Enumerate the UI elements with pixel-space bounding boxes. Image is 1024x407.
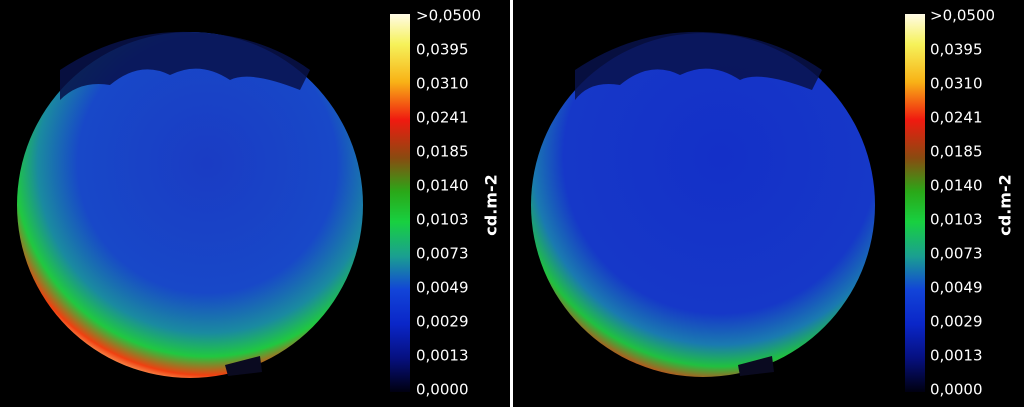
building-silhouette bbox=[738, 356, 774, 376]
divider bbox=[510, 0, 513, 407]
colorbar-label: 0,0185 bbox=[930, 143, 983, 161]
colorbar-label: 0,0185 bbox=[416, 143, 469, 161]
colorbar-label: 0,0000 bbox=[930, 381, 983, 399]
colorbar-label: 0,0000 bbox=[416, 381, 469, 399]
colorbar-label: 0,0029 bbox=[930, 313, 983, 331]
colorbar-label: 0,0395 bbox=[416, 41, 469, 59]
colorbar-label: 0,0310 bbox=[416, 75, 469, 93]
fisheye-image bbox=[531, 33, 875, 377]
colorbar-label: 0,0241 bbox=[930, 109, 983, 127]
tree-silhouette bbox=[60, 31, 310, 100]
colorbar-unit: cd.m-2 bbox=[996, 174, 1015, 235]
colorbar-label: 0,0073 bbox=[930, 245, 983, 263]
colorbar bbox=[905, 14, 925, 392]
colorbar bbox=[390, 14, 410, 392]
colorbar-label: 0,0029 bbox=[416, 313, 469, 331]
colorbar-label: 0,0073 bbox=[416, 245, 469, 263]
colorbar-label: 0,0103 bbox=[416, 211, 469, 229]
colorbar-label: 0,0310 bbox=[930, 75, 983, 93]
colorbar-label: 0,0241 bbox=[416, 109, 469, 127]
colorbar-label: >0,0500 bbox=[416, 7, 481, 25]
colorbar-unit: cd.m-2 bbox=[482, 174, 501, 235]
colorbar-label: 0,0140 bbox=[416, 177, 469, 195]
fisheye-image bbox=[17, 32, 363, 378]
tree-silhouette bbox=[575, 31, 822, 100]
building-silhouette bbox=[225, 356, 262, 376]
colorbar-label: >0,0500 bbox=[930, 7, 995, 25]
colorbar-label: 0,0049 bbox=[416, 279, 469, 297]
colorbar-label: 0,0103 bbox=[930, 211, 983, 229]
colorbar-label: 0,0013 bbox=[930, 347, 983, 365]
colorbar-label: 0,0049 bbox=[930, 279, 983, 297]
colorbar-label: 0,0395 bbox=[930, 41, 983, 59]
colorbar-label: 0,0013 bbox=[416, 347, 469, 365]
colorbar-label: 0,0140 bbox=[930, 177, 983, 195]
